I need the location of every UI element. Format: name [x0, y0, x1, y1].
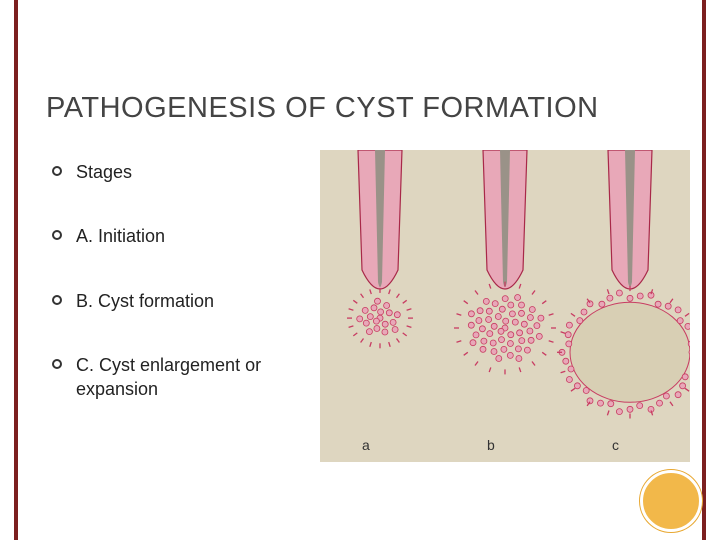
- bullet-text: B. Cyst formation: [76, 289, 312, 313]
- svg-text:c: c: [612, 437, 619, 453]
- bullet-icon: [52, 295, 62, 305]
- list-item: C. Cyst enlargement or expansion: [52, 353, 312, 402]
- bullet-icon: [52, 166, 62, 176]
- bullet-text: A. Initiation: [76, 224, 312, 248]
- svg-text:b: b: [487, 437, 495, 453]
- bullet-text: C. Cyst enlargement or expansion: [76, 353, 312, 402]
- bullet-icon: [52, 359, 62, 369]
- illustration-svg: a b c: [320, 150, 690, 462]
- list-item: B. Cyst formation: [52, 289, 312, 313]
- decorative-corner-circle: [640, 470, 702, 532]
- list-item: A. Initiation: [52, 224, 312, 248]
- bullet-text: Stages: [76, 160, 312, 184]
- bullet-icon: [52, 230, 62, 240]
- frame-left: [14, 0, 18, 540]
- cyst-stages-illustration: a b c: [320, 150, 690, 462]
- bullet-list: Stages A. Initiation B. Cyst formation C…: [52, 160, 312, 441]
- svg-text:a: a: [362, 437, 370, 453]
- page-title: PATHOGENESIS OF CYST FORMATION: [46, 92, 599, 125]
- list-item: Stages: [52, 160, 312, 184]
- frame-right: [702, 0, 706, 540]
